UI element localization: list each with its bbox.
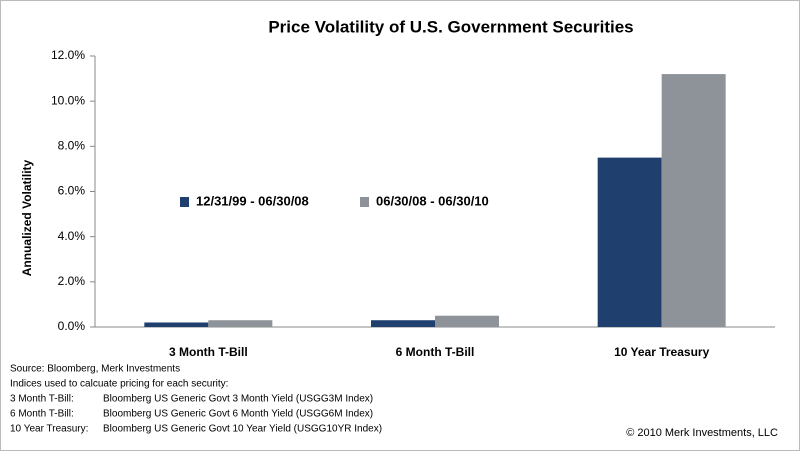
legend-label: 06/30/08 - 06/30/10 <box>376 193 489 208</box>
legend-swatch <box>360 197 369 207</box>
x-tick-label: 6 Month T-Bill <box>396 345 475 359</box>
bar <box>371 320 435 327</box>
legend-label: 12/31/99 - 06/30/08 <box>196 193 309 208</box>
y-tick-label: 12.0% <box>51 48 85 62</box>
y-tick-label: 2.0% <box>58 274 86 288</box>
y-axis-title: Annualized Volatility <box>20 159 34 276</box>
index-desc: Bloomberg US Generic Govt 10 Year Yield … <box>103 424 382 435</box>
y-tick-label: 4.0% <box>58 229 86 243</box>
source-note: Source: Bloomberg, Merk Investments <box>10 364 180 375</box>
bar <box>597 157 662 327</box>
index-desc: Bloomberg US Generic Govt 3 Month Yield … <box>103 394 373 405</box>
x-tick-label: 3 Month T-Bill <box>169 345 248 359</box>
chart-title: Price Volatility of U.S. Government Secu… <box>268 17 633 36</box>
index-label: 3 Month T-Bill: <box>10 394 74 405</box>
bar <box>144 322 209 327</box>
bar <box>208 320 273 327</box>
indices-note: Indices used to calcuate pricing for eac… <box>10 379 228 390</box>
index-label: 10 Year Treasury: <box>10 424 88 435</box>
y-tick-label: 8.0% <box>58 139 86 153</box>
index-desc: Bloomberg US Generic Govt 6 Month Yield … <box>103 409 373 420</box>
y-tick-label: 0.0% <box>58 319 86 333</box>
bar <box>661 74 726 327</box>
y-tick-label: 6.0% <box>58 184 86 198</box>
x-tick-label: 10 Year Treasury <box>614 345 710 359</box>
legend-swatch <box>180 197 189 207</box>
index-label: 6 Month T-Bill: <box>10 409 74 420</box>
copyright: © 2010 Merk Investments, LLC <box>626 427 778 439</box>
bar <box>435 315 499 327</box>
y-tick-label: 10.0% <box>51 93 85 107</box>
